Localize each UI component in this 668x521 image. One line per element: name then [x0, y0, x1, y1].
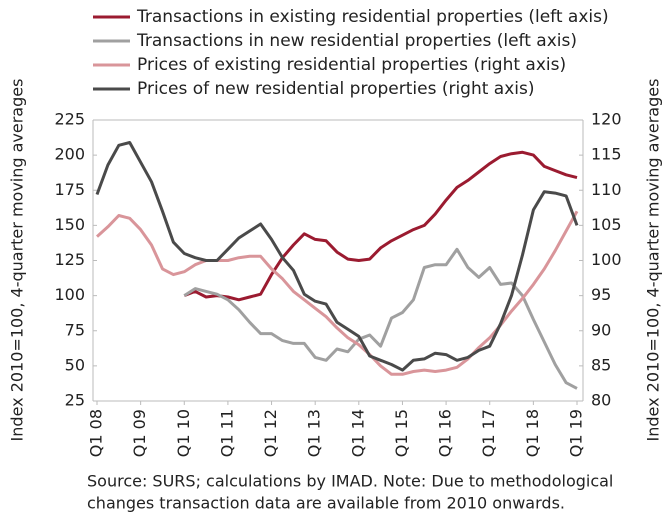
legend-label: Prices of new residential properties (ri…: [137, 79, 535, 99]
y-tick-label: 200: [54, 145, 85, 164]
y-tick-label: 100: [54, 285, 85, 304]
y2-tick-label: 95: [591, 285, 611, 304]
legend-label: Transactions in new residential properti…: [136, 31, 577, 51]
y2-tick-label: 110: [591, 180, 622, 199]
x-tick-label: Q1 13: [305, 409, 324, 457]
series-line: [95, 141, 579, 372]
y-tick-label: 50: [65, 355, 85, 374]
series-line: [183, 150, 578, 302]
y2-tick-label: 105: [591, 215, 622, 234]
x-tick-label: Q1 15: [392, 409, 411, 457]
y2-tick-label: 90: [591, 320, 611, 339]
x-tick-label: Q1 10: [174, 409, 193, 457]
y-tick-label: 25: [65, 391, 85, 410]
source-note: changes transaction data are available f…: [87, 494, 565, 513]
x-tick-label: Q1 09: [130, 409, 149, 457]
x-tick-label: Q1 12: [261, 409, 280, 457]
y-tick-label: 150: [54, 215, 85, 234]
y2-tick-label: 120: [591, 110, 622, 129]
x-tick-label: Q1 11: [217, 409, 236, 457]
x-tick-label: Q1 19: [567, 409, 586, 457]
y2-tick-label: 85: [591, 355, 611, 374]
x-tick-label: Q1 16: [436, 409, 455, 457]
y2-tick-label: 100: [591, 250, 622, 269]
y-axis-label: Index 2010=100, 4-quarter moving average…: [8, 79, 27, 442]
y-tick-label: 75: [65, 320, 85, 339]
y2-tick-label: 115: [591, 145, 622, 164]
legend-label: Prices of existing residential propertie…: [137, 55, 566, 75]
y2-tick-label: 80: [591, 391, 611, 410]
y2-axis-label: Index 2010=100, 4-quarter moving average…: [644, 79, 663, 442]
y-tick-label: 125: [54, 250, 85, 269]
source-note: Source: SURS; calculations by IMAD. Note…: [87, 472, 613, 491]
x-tick-label: Q1 14: [348, 409, 367, 457]
y-tick-label: 225: [54, 110, 85, 129]
y-tick-label: 175: [54, 180, 85, 199]
x-tick-label: Q1 18: [523, 409, 542, 457]
legend-label: Transactions in existing residential pro…: [136, 7, 609, 27]
x-tick-label: Q1 08: [87, 409, 106, 457]
x-tick-label: Q1 17: [479, 409, 498, 457]
series-line: [183, 247, 578, 390]
